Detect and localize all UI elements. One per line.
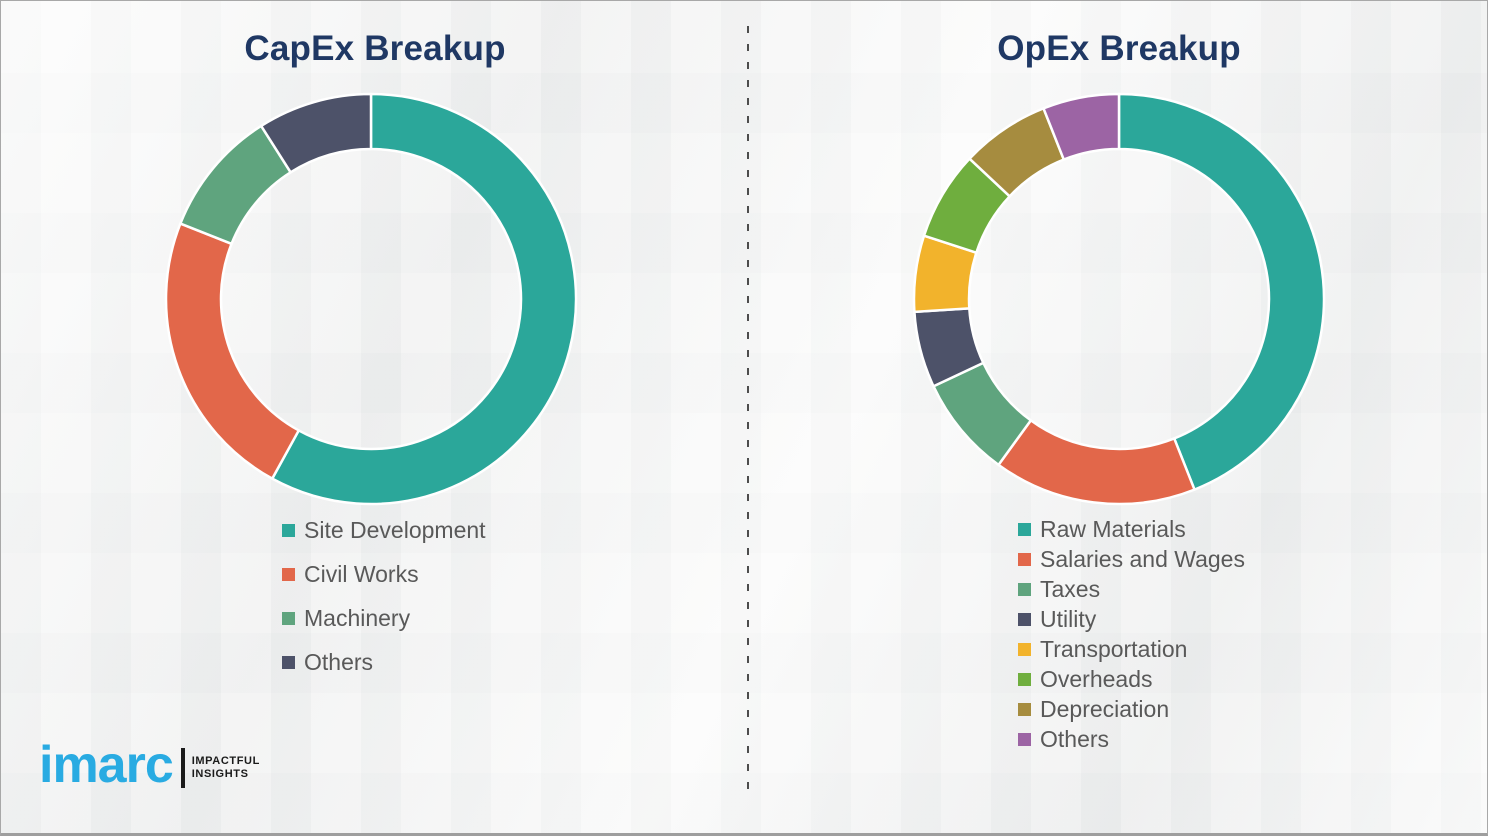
capex-title: CapEx Breakup — [244, 29, 506, 68]
legend-label: Machinery — [304, 604, 411, 631]
legend-label: Depreciation — [1040, 695, 1170, 722]
legend-item: Transportation — [1018, 634, 1245, 664]
imarc-logo: imarc IMPACTFUL INSIGHTS — [39, 737, 260, 793]
donut-slice-salaries-and-wages — [997, 419, 1196, 506]
legend-label: Others — [1040, 725, 1110, 752]
legend-swatch-icon — [1018, 642, 1031, 656]
legend-swatch-icon — [1018, 702, 1031, 716]
legend-item: Salaries and Wages — [1018, 544, 1245, 574]
legend-label: Utility — [1040, 605, 1097, 632]
opex-donut-chart — [912, 92, 1326, 506]
legend-label: Taxes — [1040, 575, 1101, 602]
legend-swatch-icon — [1018, 522, 1031, 536]
opex-legend: Raw Materials Salaries and Wages Taxes Util… — [1018, 514, 1245, 754]
legend-swatch-icon — [282, 567, 295, 581]
donut-slice-others — [1042, 92, 1121, 161]
legend-label: Others — [304, 648, 374, 675]
legend-item: Others — [1018, 724, 1245, 754]
legend-swatch-icon — [282, 655, 295, 669]
legend-item: Others — [282, 640, 486, 684]
legend-label: Civil Works — [304, 560, 419, 587]
legend-item: Machinery — [282, 596, 486, 640]
legend-swatch-icon — [1018, 672, 1031, 686]
tagline-line-2: INSIGHTS — [191, 768, 249, 780]
legend-item: Depreciation — [1018, 694, 1245, 724]
legend-item: Raw Materials — [1018, 514, 1245, 544]
legend-label: Overheads — [1040, 665, 1153, 692]
capex-donut-chart — [164, 92, 578, 506]
imarc-logo-divider-bar — [180, 748, 185, 788]
legend-item: Utility — [1018, 604, 1245, 634]
legend-swatch-icon — [1018, 732, 1031, 746]
imarc-logo-wordmark: imarc — [39, 736, 174, 794]
legend-swatch-icon — [1018, 552, 1031, 566]
legend-label: Salaries and Wages — [1040, 545, 1245, 572]
legend-swatch-icon — [1018, 612, 1031, 626]
donut-slice-civil-works — [164, 222, 300, 480]
imarc-logo-tagline: IMPACTFUL INSIGHTS — [192, 755, 260, 781]
legend-label: Transportation — [1040, 635, 1188, 662]
legend-item: Civil Works — [282, 552, 486, 596]
legend-label: Site Development — [304, 516, 486, 543]
donut-slice-site-development — [270, 92, 578, 506]
legend-swatch-icon — [1018, 582, 1031, 596]
legend-swatch-icon — [282, 523, 295, 537]
legend-item: Site Development — [282, 508, 486, 552]
legend-item: Taxes — [1018, 574, 1245, 604]
legend-label: Raw Materials — [1040, 515, 1186, 542]
capex-legend: Site Development Civil Works Machinery Othe… — [282, 508, 486, 684]
tagline-line-1: IMPACTFUL — [191, 755, 260, 767]
donut-slice-raw-materials — [1117, 92, 1326, 491]
opex-title: OpEx Breakup — [997, 29, 1241, 68]
legend-swatch-icon — [282, 611, 295, 625]
panel-divider-dashed-line — [747, 26, 749, 791]
donut-slice-others — [259, 92, 373, 174]
legend-item: Overheads — [1018, 664, 1245, 694]
